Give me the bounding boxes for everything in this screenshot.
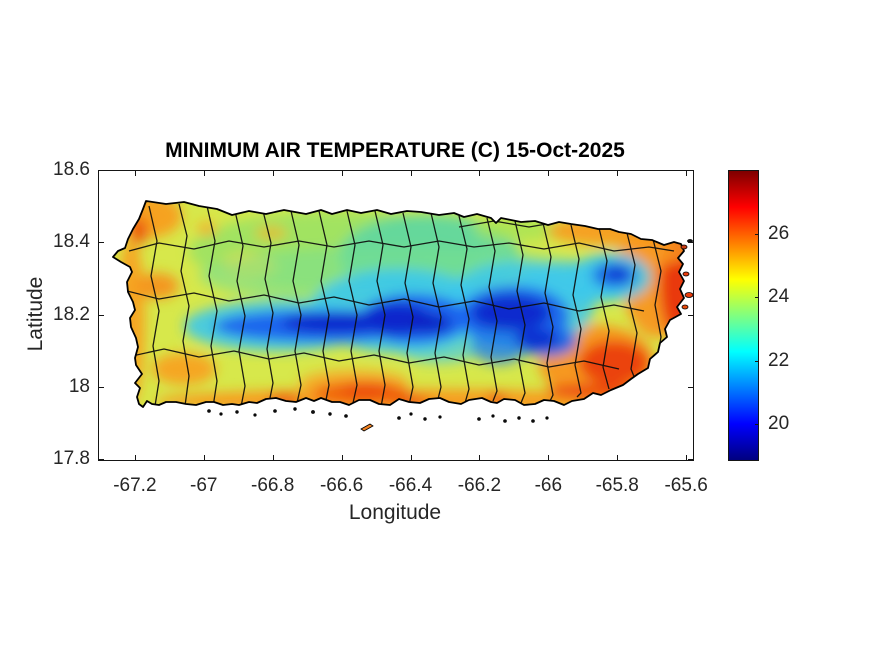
tick-mark [617,455,619,460]
chart-title: MINIMUM AIR TEMPERATURE (C) 15-Oct-2025 [165,139,625,162]
x-tick-label: -67 [190,475,218,496]
tick-mark [479,171,481,176]
y-tick-label: 17.8 [53,448,90,469]
tick-mark [410,171,412,176]
y-tick-label: 18.4 [53,231,90,253]
x-tick-label: -66.8 [251,475,295,496]
y-tick-label: 18 [68,375,90,397]
x-tick-label: -66 [534,475,563,496]
y-tick-label: 18.6 [53,159,90,180]
tick-mark [688,242,693,244]
x-tick-label: -65.6 [664,475,708,496]
y-tick-label: 18.2 [53,303,90,325]
tick-mark [755,424,759,426]
tick-mark [99,170,104,171]
colorbar-tick-label: 24 [768,286,790,308]
tick-mark [479,455,481,460]
tick-mark [203,171,205,176]
tick-mark [688,314,693,316]
offshore-islets [207,239,693,432]
tick-mark [99,386,104,388]
colorbar-tick-label: 22 [768,349,790,371]
tick-mark [410,455,412,460]
x-tick-label: -66.2 [457,475,502,496]
plot-area [98,170,694,461]
colorbar-tick-label: 20 [768,413,790,435]
x-tick-label: -66.6 [319,475,364,496]
island-coastline [112,200,685,408]
temperature-field [113,201,684,407]
tick-mark [272,455,274,460]
tick-mark [686,171,688,176]
tick-mark [272,171,274,176]
tick-mark [755,360,759,362]
tick-mark [134,171,136,176]
tick-mark [203,455,205,460]
tick-mark [688,386,693,388]
x-tick-label: -65.8 [595,475,639,496]
tick-mark [548,455,550,460]
tick-mark [688,170,693,171]
x-tick-label: -66.4 [388,475,433,496]
tick-mark [688,459,693,460]
tick-mark [548,171,550,176]
tick-mark [617,171,619,176]
tick-mark [755,297,759,299]
x-tick-label: -67.2 [113,475,157,496]
tick-mark [99,459,104,460]
tick-mark [686,455,688,460]
colorbar [728,170,759,461]
tick-mark [755,233,759,235]
colorbar-tick-label: 26 [768,222,790,244]
tick-mark [134,455,136,460]
x-axis-label: Longitude [348,501,442,524]
puerto-rico-temperature-map [112,200,693,432]
tick-mark [99,314,104,316]
tick-mark [99,242,104,244]
tick-mark [341,171,343,176]
tick-mark [341,455,343,460]
